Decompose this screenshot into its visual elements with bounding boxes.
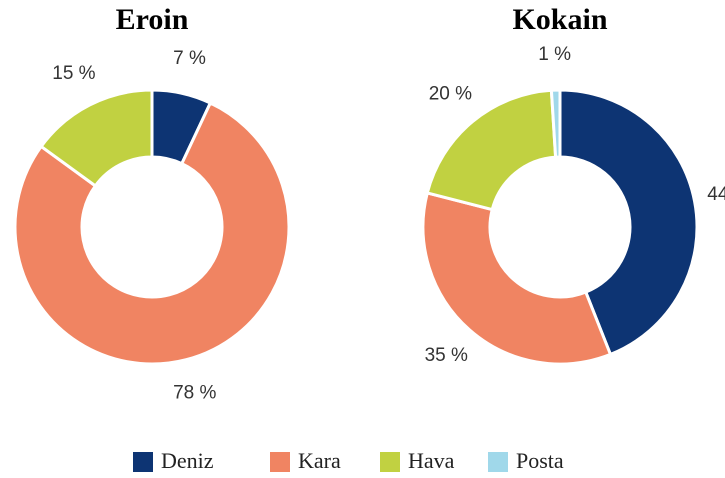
data-label: 20 % [429, 83, 472, 104]
chart-title: Eroin [116, 3, 189, 36]
legend-swatch [488, 452, 508, 472]
donut-slice [421, 191, 613, 366]
data-label: 1 % [538, 44, 571, 65]
donut-slice [39, 88, 154, 188]
legend-swatch [133, 452, 153, 472]
data-label: 44 % [707, 184, 725, 205]
legend-label: Hava [408, 448, 455, 473]
legend-label: Deniz [161, 448, 214, 473]
data-label: 78 % [173, 383, 216, 404]
legend-swatch [380, 452, 400, 472]
donut-slice [549, 88, 562, 159]
data-label: 15 % [52, 63, 95, 84]
legend-swatch [270, 452, 290, 472]
data-label: 35 % [425, 345, 468, 366]
donut-slice [13, 101, 291, 366]
data-label: 7 % [173, 48, 206, 69]
legend-label: Kara [298, 448, 341, 473]
chart-title: Kokain [512, 3, 607, 36]
legend-label: Posta [516, 448, 564, 473]
donut-slice [425, 88, 558, 212]
donut-slice [558, 88, 699, 357]
